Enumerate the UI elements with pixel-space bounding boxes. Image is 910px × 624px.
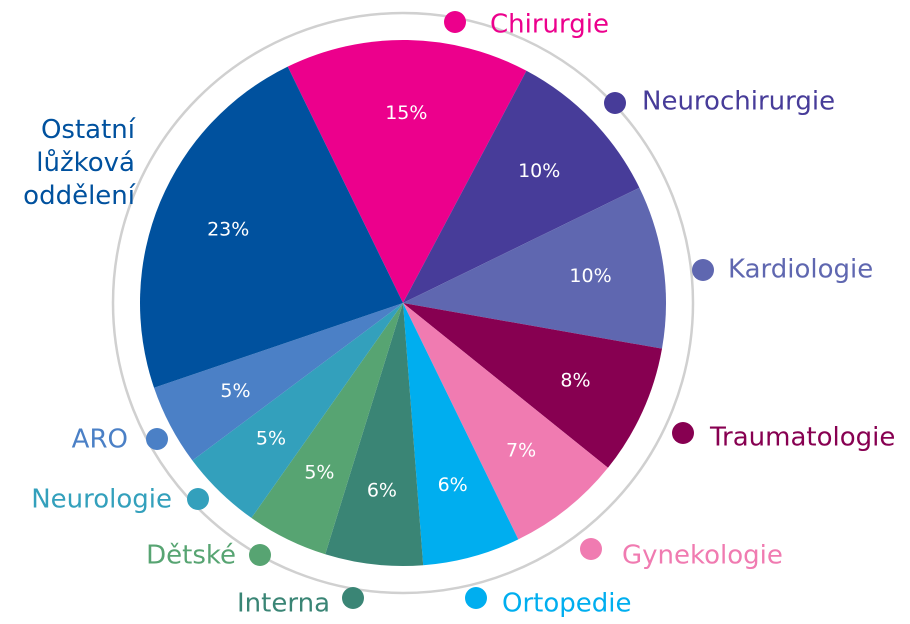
pie-slice	[251, 303, 403, 555]
pie-slice	[403, 303, 519, 566]
outer-ring	[111, 11, 695, 595]
category-label: Chirurgie	[490, 10, 609, 40]
pie-slice	[403, 303, 608, 540]
legend-dot	[672, 422, 694, 444]
category-label: Ostatní lůžková oddělení	[23, 115, 136, 211]
legend-dot	[444, 11, 466, 33]
legend-dot	[465, 587, 487, 609]
legend-dot	[580, 538, 602, 560]
category-label: ARO	[72, 425, 128, 455]
category-label: Neurochirurgie	[642, 87, 835, 117]
value-label: 8%	[560, 370, 590, 392]
value-label: 5%	[220, 380, 250, 402]
value-label: 10%	[569, 265, 611, 287]
category-label: Gynekologie	[622, 541, 783, 571]
pie-slice	[325, 303, 424, 566]
value-label: 15%	[385, 102, 427, 124]
legend-dot	[342, 587, 364, 609]
category-label: Traumatologie	[709, 423, 895, 453]
pie-slice	[140, 66, 404, 388]
value-label: 23%	[207, 219, 249, 241]
legend-dot	[187, 488, 209, 510]
category-label: Neurologie	[31, 485, 172, 515]
pie-slice	[403, 303, 663, 468]
pie-slice	[403, 187, 666, 349]
value-label: 5%	[256, 427, 286, 449]
legend-dot	[249, 544, 271, 566]
category-label: Ortopedie	[502, 589, 631, 619]
value-label: 6%	[438, 474, 468, 496]
pie-slice	[154, 303, 403, 461]
value-label: 6%	[367, 480, 397, 502]
value-label: 5%	[304, 461, 334, 483]
value-label: 10%	[518, 160, 560, 182]
pie-slice	[403, 70, 640, 303]
pie-slice	[192, 303, 403, 518]
category-label: Dětské	[146, 541, 236, 571]
legend-dot	[604, 92, 626, 114]
legend-dot	[146, 428, 168, 450]
category-label: Interna	[237, 589, 330, 619]
legend-dot	[692, 259, 714, 281]
category-label: Kardiologie	[728, 255, 873, 285]
pie-slice	[287, 39, 527, 303]
value-label: 7%	[506, 439, 536, 461]
